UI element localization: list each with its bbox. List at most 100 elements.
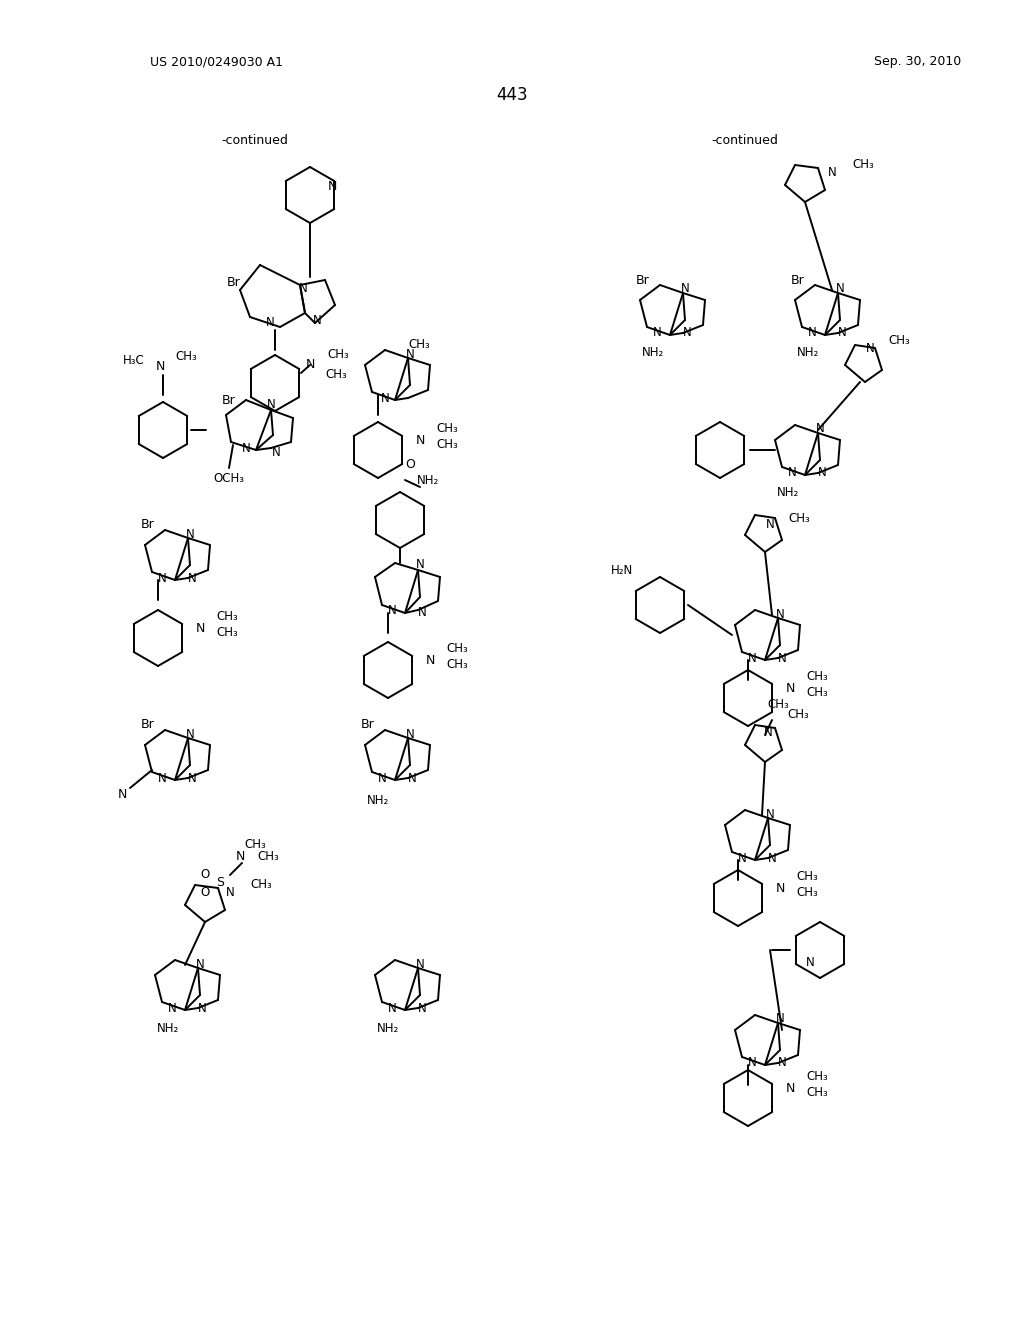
Text: N: N: [168, 1002, 176, 1015]
Text: N: N: [271, 446, 281, 458]
Text: N: N: [265, 317, 274, 330]
Text: N: N: [185, 727, 195, 741]
Text: N: N: [785, 1081, 795, 1094]
Text: N: N: [118, 788, 127, 801]
Text: Br: Br: [361, 718, 375, 731]
Text: N: N: [683, 326, 691, 339]
Text: N: N: [766, 808, 774, 821]
Text: N: N: [817, 466, 826, 479]
Text: CH₃: CH₃: [806, 1086, 827, 1100]
Text: O: O: [201, 887, 210, 899]
Text: H₂N: H₂N: [611, 564, 633, 577]
Text: N: N: [225, 886, 234, 899]
Text: N: N: [187, 771, 197, 784]
Text: N: N: [158, 572, 166, 585]
Text: N: N: [775, 607, 784, 620]
Text: CH₃: CH₃: [436, 421, 458, 434]
Text: N: N: [775, 1012, 784, 1026]
Text: N: N: [378, 771, 386, 784]
Text: N: N: [416, 558, 424, 572]
Text: N: N: [865, 342, 874, 355]
Text: N: N: [388, 1002, 396, 1015]
Text: N: N: [312, 314, 322, 326]
Text: N: N: [408, 771, 417, 784]
Text: N: N: [748, 1056, 757, 1069]
Text: S: S: [216, 876, 224, 890]
Text: CH₃: CH₃: [796, 887, 818, 899]
Text: Br: Br: [222, 393, 236, 407]
Text: CH₃: CH₃: [852, 158, 873, 172]
Text: CH₃: CH₃: [250, 879, 271, 891]
Text: N: N: [196, 622, 205, 635]
Text: N: N: [838, 326, 847, 339]
Text: N: N: [816, 422, 824, 436]
Text: CH₃: CH₃: [446, 659, 468, 672]
Text: Br: Br: [141, 718, 155, 731]
Text: US 2010/0249030 A1: US 2010/0249030 A1: [150, 55, 283, 69]
Text: N: N: [416, 433, 425, 446]
Text: N: N: [242, 441, 251, 454]
Text: -continued: -continued: [712, 133, 778, 147]
Text: CH₃: CH₃: [175, 351, 197, 363]
Text: N: N: [806, 956, 814, 969]
Text: NH₂: NH₂: [377, 1022, 399, 1035]
Text: CH₃: CH₃: [888, 334, 909, 346]
Text: N: N: [808, 326, 816, 339]
Text: N: N: [156, 360, 165, 374]
Text: N: N: [418, 1002, 426, 1015]
Text: CH₃: CH₃: [327, 348, 349, 362]
Text: N: N: [766, 519, 774, 532]
Text: N: N: [196, 957, 205, 970]
Text: N: N: [777, 652, 786, 664]
Text: N: N: [388, 603, 396, 616]
Text: N: N: [775, 882, 784, 895]
Text: Br: Br: [141, 519, 155, 532]
Text: N: N: [266, 399, 275, 412]
Text: N: N: [158, 771, 166, 784]
Text: N: N: [764, 726, 772, 738]
Text: CH₃: CH₃: [806, 669, 827, 682]
Text: N: N: [299, 282, 307, 296]
Text: CH₃: CH₃: [788, 511, 810, 524]
Text: N: N: [305, 359, 314, 371]
Text: NH₂: NH₂: [777, 487, 799, 499]
Text: -continued: -continued: [221, 133, 289, 147]
Text: OCH₃: OCH₃: [213, 471, 245, 484]
Text: N: N: [681, 282, 689, 296]
Text: CH₃: CH₃: [806, 1069, 827, 1082]
Text: 443: 443: [497, 86, 527, 104]
Text: CH₃: CH₃: [796, 870, 818, 883]
Text: CH₃: CH₃: [408, 338, 430, 351]
Text: NH₂: NH₂: [157, 1022, 179, 1035]
Text: H₃C: H₃C: [123, 354, 145, 367]
Text: CH₃: CH₃: [257, 850, 279, 863]
Text: N: N: [381, 392, 389, 404]
Text: NH₂: NH₂: [417, 474, 439, 487]
Text: CH₃: CH₃: [216, 610, 238, 623]
Text: N: N: [827, 165, 837, 178]
Text: N: N: [768, 851, 776, 865]
Text: N: N: [198, 1002, 207, 1015]
Text: N: N: [406, 348, 415, 362]
Text: Br: Br: [636, 273, 650, 286]
Text: O: O: [201, 869, 210, 882]
Text: N: N: [836, 282, 845, 296]
Text: CH₃: CH₃: [436, 438, 458, 451]
Text: N: N: [185, 528, 195, 540]
Text: N: N: [737, 851, 746, 865]
Text: CH₃: CH₃: [806, 686, 827, 700]
Text: O: O: [406, 458, 415, 471]
Text: CH₃: CH₃: [325, 368, 347, 381]
Text: N: N: [425, 653, 434, 667]
Text: CH₃: CH₃: [216, 627, 238, 639]
Text: N: N: [652, 326, 662, 339]
Text: CH₃: CH₃: [787, 709, 809, 722]
Text: NH₂: NH₂: [367, 793, 389, 807]
Text: Br: Br: [226, 276, 240, 289]
Text: Br: Br: [792, 273, 805, 286]
Text: N: N: [187, 572, 197, 585]
Text: CH₃: CH₃: [446, 642, 468, 655]
Text: CH₃: CH₃: [244, 838, 266, 851]
Text: N: N: [748, 652, 757, 664]
Text: N: N: [236, 850, 245, 863]
